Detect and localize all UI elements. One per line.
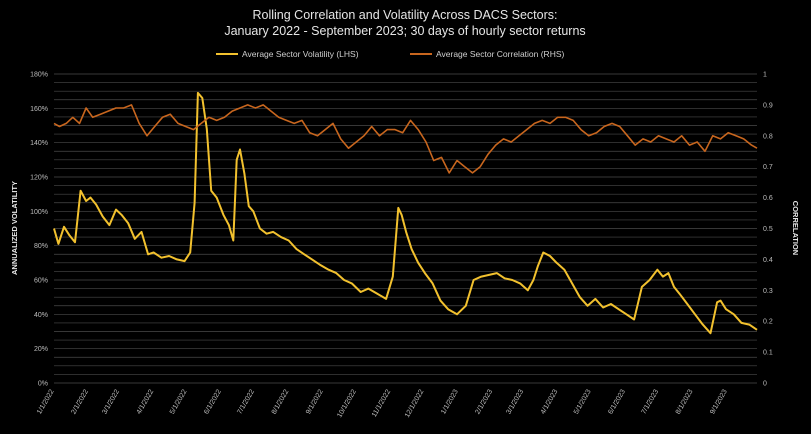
x-tick-label: 12/1/2022 [404,388,426,419]
x-tick-label: 9/1/2023 [709,388,729,415]
x-tick-label: 7/1/2022 [236,388,256,415]
x-tick-label: 10/1/2022 [336,388,358,419]
x-tick-label: 3/1/2023 [505,388,525,415]
x-tick-label: 7/1/2023 [641,388,661,415]
series-layer [53,91,758,335]
right-tick-label: 0.5 [763,226,773,233]
left-axis-title: ANNUALIZED VOLATILITY [10,181,19,275]
x-tick-label: 6/1/2022 [203,388,223,415]
right-tick-label: 1 [763,72,767,79]
legend-label-volatility: Average Sector Volatility (LHS) [242,49,359,59]
x-tick-label: 4/1/2022 [136,388,156,415]
left-tick-label: 80% [34,243,48,250]
left-tick-label: 60% [34,278,48,285]
x-tick-label: 11/1/2022 [371,388,392,418]
right-tick-label: 0.2 [763,319,773,326]
legend: Average Sector Volatility (LHS) Average … [216,49,565,59]
x-tick-label: 5/1/2022 [169,388,189,415]
x-tick-label: 9/1/2022 [305,388,325,415]
grid [54,73,757,384]
right-tick-label: 0.9 [763,102,773,109]
right-tick-label: 0.1 [763,350,773,357]
x-tick-label: 1/1/2022 [36,388,56,415]
left-tick-label: 40% [34,312,48,319]
left-axis-ticks: 0% 20% 40% 60% 80% 100% 120% 140% 160% 180% [30,72,48,388]
left-tick-label: 100% [30,209,48,216]
series-line-correlation [53,104,758,174]
right-tick-label: 0.4 [763,257,773,264]
right-tick-label: 0.7 [763,164,773,171]
series-line-volatility [53,91,758,335]
x-tick-label: 1/1/2023 [440,388,460,415]
x-tick-label: 3/1/2022 [101,388,121,415]
left-tick-label: 0% [38,381,48,388]
chart-subtitle: January 2022 - September 2023; 30 days o… [224,24,585,38]
left-tick-label: 140% [30,140,48,147]
x-tick-label: 2/1/2023 [474,388,494,415]
right-tick-label: 0 [763,381,767,388]
right-axis-ticks: 0 0.1 0.2 0.3 0.4 0.5 0.6 0.7 0.8 0.9 1 [763,72,773,388]
legend-label-correlation: Average Sector Correlation (RHS) [436,49,565,59]
x-tick-label: 2/1/2022 [70,388,90,415]
x-tick-label: 4/1/2023 [540,388,560,415]
x-tick-label: 8/1/2023 [675,388,695,415]
right-axis-title: CORRELATION [791,201,800,255]
right-tick-label: 0.8 [763,133,773,140]
chart-title: Rolling Correlation and Volatility Acros… [253,8,558,22]
x-tick-label: 6/1/2023 [607,388,627,415]
right-tick-label: 0.6 [763,195,773,202]
left-tick-label: 120% [30,175,48,182]
right-tick-label: 0.3 [763,288,773,295]
left-tick-label: 160% [30,106,48,113]
x-axis-ticks: 1/1/2022 2/1/2022 3/1/2022 4/1/2022 5/1/2022… [36,388,729,419]
x-tick-label: 5/1/2023 [573,388,593,415]
x-tick-label: 8/1/2022 [271,388,291,415]
left-tick-label: 180% [30,72,48,79]
left-tick-label: 20% [34,346,48,353]
